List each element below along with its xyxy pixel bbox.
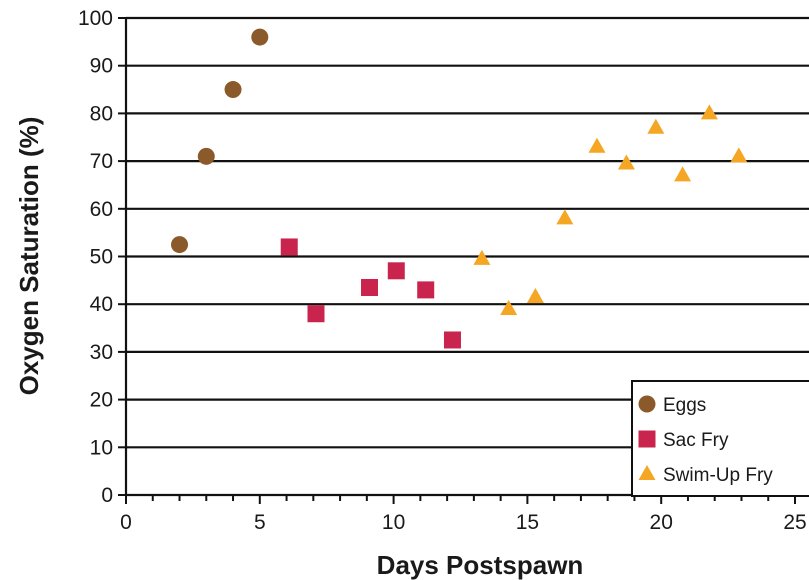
sac-fry-point [443, 331, 461, 349]
egg-point [197, 147, 215, 165]
sac-fry-point [417, 281, 435, 299]
swim-up-fry-point [617, 154, 635, 170]
egg-point [171, 236, 189, 254]
x-tick-label: 10 [382, 511, 405, 534]
x-tick-label: 0 [120, 511, 132, 534]
x-tick-label: 5 [254, 511, 266, 534]
y-tick-label: 50 [90, 246, 113, 269]
egg-point [224, 81, 242, 99]
y-tick-label: 90 [90, 55, 113, 78]
y-tick-label: 40 [90, 293, 113, 316]
y-tick-label: 20 [90, 389, 113, 412]
legend-box [631, 380, 809, 497]
legend-label: Eggs [663, 395, 706, 416]
swim-up-fry-point [500, 299, 518, 315]
sac-fry-point [361, 279, 379, 297]
legend-label: Swim-Up Fry [663, 465, 773, 486]
sac-fry-point [307, 305, 325, 323]
y-tick-label: 100 [78, 7, 113, 30]
legend-marker [638, 465, 656, 480]
swim-up-fry-point [526, 288, 544, 304]
legend-marker [638, 395, 656, 413]
y-tick-label: 10 [90, 436, 113, 459]
legend: Eggs Sac Fry Swim-Up Fry [631, 380, 809, 497]
y-tick-label: 0 [101, 484, 113, 507]
swim-up-fry-point [556, 209, 574, 225]
swim-up-fry-point [730, 147, 748, 163]
x-tick-label: 20 [650, 511, 673, 534]
y-axis-title: Oxygen Saturation (%) [14, 117, 44, 396]
x-tick-label: 25 [783, 511, 806, 534]
swim-up-fry-point [588, 137, 606, 153]
egg-point [251, 28, 269, 46]
y-tick-label: 60 [90, 198, 113, 221]
legend-label: Sac Fry [663, 430, 729, 451]
x-axis-title: Days Postspawn [377, 550, 584, 580]
legend-marker [638, 430, 656, 448]
y-tick-label: 80 [90, 102, 113, 125]
axes: 0 10 20 30 40 50 60 70 80 90 100 0 5 10 15 20 25 [78, 7, 809, 534]
swim-up-fry-point [647, 118, 665, 134]
gridlines [126, 16, 809, 449]
x-tick-label: 15 [516, 511, 539, 534]
y-tick-label: 70 [90, 150, 113, 173]
swim-up-fry-point [473, 249, 491, 265]
swim-up-fry-point [700, 104, 718, 120]
sac-fry-point [387, 262, 405, 280]
data-points [171, 28, 748, 349]
swim-up-fry-point [674, 166, 692, 182]
sac-fry-point [280, 238, 298, 256]
y-tick-label: 30 [90, 341, 113, 364]
